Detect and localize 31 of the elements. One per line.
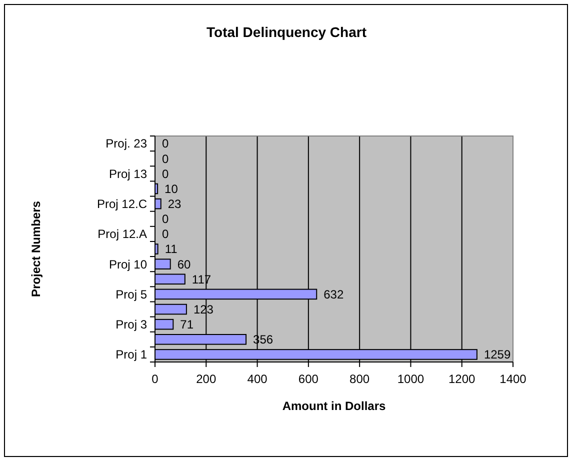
data-label: 10	[164, 182, 178, 196]
data-label: 1259	[484, 348, 511, 362]
x-tick-label: 400	[247, 372, 268, 386]
y-tick-label: Proj 1	[116, 348, 148, 362]
data-label: 0	[162, 166, 169, 181]
y-tick-label: Proj 12.A	[98, 227, 147, 242]
y-axis-title: Project Numbers	[29, 200, 43, 298]
x-tick-label: 600	[298, 372, 319, 386]
data-label: 71	[180, 318, 194, 332]
y-tick-label: Proj 5	[116, 287, 148, 302]
y-tick-label: Proj 3	[116, 318, 148, 332]
y-tick-label: Proj 12.C	[96, 197, 148, 211]
x-tick-label: 200	[196, 372, 216, 386]
x-tick-label: 1400	[500, 372, 527, 386]
y-tick-label: Proj 10	[108, 257, 148, 272]
y-tick-label: Proj 13	[108, 166, 148, 181]
data-label: 23	[168, 197, 182, 211]
data-label: 632	[324, 287, 344, 302]
x-tick-label: 0	[152, 372, 159, 386]
data-label: 11	[164, 242, 178, 256]
x-tick-label: 800	[350, 372, 370, 386]
data-label: 0	[162, 152, 169, 166]
data-label: 0	[162, 136, 169, 151]
y-tick-label: Proj. 23	[106, 136, 148, 151]
data-label: 0	[162, 227, 169, 242]
data-label: 60	[177, 257, 192, 272]
x-tick-label: 1200	[448, 372, 476, 386]
x-tick-label: 1000	[397, 372, 424, 386]
data-label: 0	[162, 212, 169, 226]
chart-title: Total Delinquency Chart	[206, 24, 367, 40]
x-axis-title: Amount in Dollars	[282, 399, 386, 413]
